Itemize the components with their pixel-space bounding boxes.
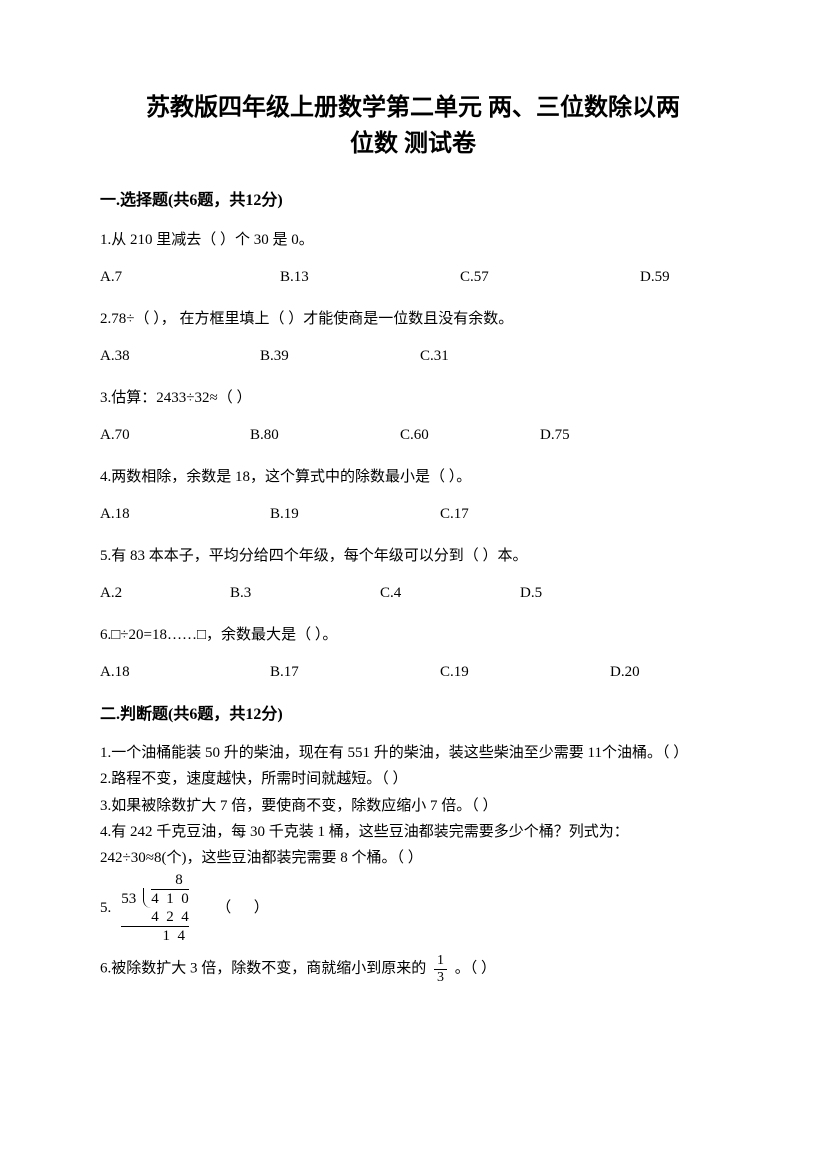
judge-q6-before: 6.被除数扩大 3 倍，除数不变，商就缩小到原来的 <box>100 961 430 977</box>
q1-text: 1.从 210 里减去（ ）个 30 是 0。 <box>100 226 726 255</box>
q6-text: 6.□÷20=18……□，余数最大是（ ）。 <box>100 621 726 650</box>
q1-option-d: D.59 <box>640 263 670 292</box>
q6-option-d: D.20 <box>610 658 640 687</box>
judge-q6-after: 。（ ） <box>455 961 496 977</box>
judge-q6: 6.被除数扩大 3 倍，除数不变，商就缩小到原来的 1 3 。（ ） <box>100 953 726 985</box>
question-6: 6.□÷20=18……□，余数最大是（ ）。 A.18 B.17 C.19 D.… <box>100 621 726 686</box>
q4-option-c: C.17 <box>440 500 469 529</box>
q6-options: A.18 B.17 C.19 D.20 <box>100 658 726 687</box>
q6-option-c: C.19 <box>440 658 610 687</box>
q2-option-c: C.31 <box>420 342 449 371</box>
question-4: 4.两数相除，余数是 18，这个算式中的除数最小是（ ）。 A.18 B.19 … <box>100 463 726 528</box>
q5-option-b: B.3 <box>230 579 380 608</box>
section2-header: 二.判断题(共6题，共12分) <box>100 700 726 724</box>
judge-q5-num: 5. <box>100 895 111 921</box>
q1-option-c: C.57 <box>460 263 640 292</box>
fraction: 1 3 <box>434 953 447 985</box>
q5-option-c: C.4 <box>380 579 520 608</box>
title-line2: 位数 测试卷 <box>100 126 726 162</box>
judge-q3: 3.如果被除数扩大 7 倍，要使商不变，除数应缩小 7 倍。（ ） <box>100 793 726 819</box>
judge-q2: 2.路程不变，速度越快，所需时间就越短。（ ） <box>100 766 726 792</box>
q2-options: A.38 B.39 C.31 <box>100 342 726 371</box>
ld-divisor: 53 <box>121 890 136 908</box>
judge-q5-blank: （ ） <box>209 895 269 921</box>
q2-option-a: A.38 <box>100 342 260 371</box>
ld-subtract-row: 4 2 4 <box>121 908 189 927</box>
q4-option-a: A.18 <box>100 500 270 529</box>
q1-option-b: B.13 <box>280 263 460 292</box>
question-2: 2.78÷（ ）， 在方框里填上（ ）才能使商是一位数且没有余数。 A.38 B… <box>100 305 726 370</box>
q5-text: 5.有 83 本本子，平均分给四个年级，每个年级可以分到（ ）本。 <box>100 542 726 571</box>
question-5: 5.有 83 本本子，平均分给四个年级，每个年级可以分到（ ）本。 A.2 B.… <box>100 542 726 607</box>
q4-options: A.18 B.19 C.17 <box>100 500 726 529</box>
q3-option-b: B.80 <box>250 421 400 450</box>
q2-text: 2.78÷（ ）， 在方框里填上（ ）才能使商是一位数且没有余数。 <box>100 305 726 334</box>
q3-text: 3.估算：2433÷32≈（ ） <box>100 384 726 413</box>
q1-options: A.7 B.13 C.57 D.59 <box>100 263 726 292</box>
question-1: 1.从 210 里减去（ ）个 30 是 0。 A.7 B.13 C.57 D.… <box>100 226 726 291</box>
judge-q1: 1.一个油桶能装 50 升的柴油，现在有 551 升的柴油，装这些柴油至少需要 … <box>100 740 726 766</box>
q3-options: A.70 B.80 C.60 D.75 <box>100 421 726 450</box>
q3-option-c: C.60 <box>400 421 540 450</box>
long-division: 8 53 4 1 0 4 2 4 1 4 <box>121 871 189 945</box>
ld-remainder: 1 4 <box>121 927 189 945</box>
q4-option-b: B.19 <box>270 500 440 529</box>
q2-option-b: B.39 <box>260 342 420 371</box>
q5-option-d: D.5 <box>520 579 542 608</box>
ld-dividend-row: 53 4 1 0 <box>121 890 189 908</box>
judge-q4: 4.有 242 千克豆油，每 30 千克装 1 桶，这些豆油都装完需要多少个桶？… <box>100 819 726 872</box>
ld-subtract: 4 2 4 <box>121 908 189 927</box>
q5-option-a: A.2 <box>100 579 230 608</box>
ld-dividend: 4 1 0 <box>151 891 189 907</box>
ld-bracket <box>143 888 153 908</box>
fraction-num: 1 <box>434 953 447 969</box>
question-3: 3.估算：2433÷32≈（ ） A.70 B.80 C.60 D.75 <box>100 384 726 449</box>
q3-option-a: A.70 <box>100 421 250 450</box>
section1-header: 一.选择题(共6题，共12分) <box>100 186 726 210</box>
q3-option-d: D.75 <box>540 421 570 450</box>
title-line1: 苏教版四年级上册数学第二单元 两、三位数除以两 <box>100 90 726 126</box>
q4-text: 4.两数相除，余数是 18，这个算式中的除数最小是（ ）。 <box>100 463 726 492</box>
judge-q5: 5. 8 53 4 1 0 4 2 4 1 4 （ ） <box>100 871 726 945</box>
fraction-den: 3 <box>434 970 447 985</box>
ld-quotient: 8 <box>151 871 189 890</box>
q6-option-b: B.17 <box>270 658 440 687</box>
page-title: 苏教版四年级上册数学第二单元 两、三位数除以两 位数 测试卷 <box>100 90 726 162</box>
q5-options: A.2 B.3 C.4 D.5 <box>100 579 726 608</box>
q6-option-a: A.18 <box>100 658 270 687</box>
q1-option-a: A.7 <box>100 263 280 292</box>
